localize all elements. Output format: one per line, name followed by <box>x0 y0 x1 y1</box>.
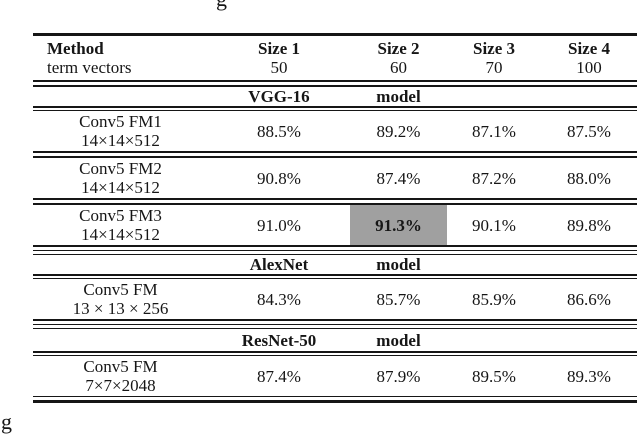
value-cell: 90.1% <box>472 215 516 235</box>
spacer-cell <box>447 255 541 274</box>
header-method-cell: Method term vectors <box>33 36 208 80</box>
method-dims: 7×7×2048 <box>85 376 156 395</box>
value-cell: 90.8% <box>257 168 301 188</box>
value-cell: 87.5% <box>567 121 611 141</box>
section-model-word: model <box>376 255 421 274</box>
section-model-name: ResNet-50 <box>241 330 317 350</box>
row-divider-rule <box>33 151 637 158</box>
header-size1-value: 50 <box>270 58 288 77</box>
section-title-vgg16: VGG-16 model <box>33 87 637 106</box>
header-size1-label: Size 1 <box>257 39 301 58</box>
spacer-cell <box>33 255 208 274</box>
table-row-vgg-fm2: Conv5 FM2 14×14×512 90.8% 87.4% 87.2% 88… <box>33 158 637 198</box>
spacer-cell <box>447 329 541 351</box>
spacer-cell <box>447 87 541 106</box>
value-cell: 88.5% <box>257 121 301 141</box>
method-name: Conv5 FM1 <box>79 112 162 131</box>
section-end-rule-2 <box>33 328 637 329</box>
value-cell: 89.2% <box>376 121 421 141</box>
value-cell: 86.6% <box>567 289 611 309</box>
value-cell: 85.9% <box>472 289 516 309</box>
header-bottom-rule <box>33 80 637 87</box>
method-cell: Conv5 FM 13 × 13 × 256 <box>33 279 208 319</box>
cropped-text-fragment-bottom: g <box>1 409 12 434</box>
spacer-cell <box>541 87 637 106</box>
row-divider-rule <box>33 198 637 205</box>
header-size2-cell: Size 2 60 <box>350 36 447 80</box>
spacer-cell <box>33 87 208 106</box>
spacer-cell <box>541 255 637 274</box>
section-title-rule <box>33 106 637 111</box>
section-title-alexnet: AlexNet model <box>33 255 637 274</box>
method-cell: Conv5 FM2 14×14×512 <box>33 158 208 198</box>
results-table: Method term vectors Size 1 50 Size 2 60 … <box>33 33 637 403</box>
header-size2-label: Size 2 <box>377 39 420 58</box>
section-end-rule <box>33 245 637 251</box>
header-size3-cell: Size 3 70 <box>447 36 541 80</box>
value-cell: 84.3% <box>257 289 301 309</box>
value-cell: 87.2% <box>472 168 516 188</box>
value-cell: 91.0% <box>257 215 301 235</box>
value-cell: 88.0% <box>567 168 611 188</box>
section-model-name: AlexNet <box>249 255 309 274</box>
header-size4-value: 100 <box>576 58 602 77</box>
value-cell: 87.4% <box>257 366 301 386</box>
header-size2-value: 60 <box>390 58 407 77</box>
section-model-word: model <box>376 330 421 350</box>
section-title-resnet50: ResNet-50 model <box>33 329 637 351</box>
value-cell: 87.1% <box>472 121 516 141</box>
table-bottom-rule <box>33 396 637 403</box>
highlighted-best-value-cell: 91.3% <box>350 205 447 245</box>
section-end-rule <box>33 319 637 325</box>
method-dims: 14×14×512 <box>81 225 160 244</box>
method-cell: Conv5 FM1 14×14×512 <box>33 111 208 151</box>
value-cell: 87.4% <box>376 168 421 188</box>
value-cell: 87.9% <box>376 366 421 386</box>
method-name: Conv5 FM3 <box>79 206 162 225</box>
method-dims: 14×14×512 <box>81 131 160 150</box>
method-cell: Conv5 FM3 14×14×512 <box>33 205 208 245</box>
method-name: Conv5 FM2 <box>79 159 162 178</box>
header-size3-label: Size 3 <box>472 39 516 58</box>
method-name: Conv5 FM <box>83 280 158 299</box>
header-size4-label: Size 4 <box>567 39 611 58</box>
method-dims: 13 × 13 × 256 <box>72 299 169 318</box>
value-cell: 89.5% <box>472 366 516 386</box>
value-cell: 89.3% <box>567 366 611 386</box>
section-title-rule <box>33 274 637 279</box>
method-name: Conv5 FM <box>83 357 158 376</box>
table-top-rule <box>33 33 637 36</box>
header-size3-value: 70 <box>485 58 503 77</box>
table-row-vgg-fm1: Conv5 FM1 14×14×512 88.5% 89.2% 87.1% 87… <box>33 111 637 151</box>
section-model-word: model <box>376 87 421 106</box>
section-end-rule-2 <box>33 254 637 255</box>
section-title-rule <box>33 351 637 356</box>
table-header-row: Method term vectors Size 1 50 Size 2 60 … <box>33 36 637 80</box>
table-row-vgg-fm3: Conv5 FM3 14×14×512 91.0% 91.3% 90.1% 89… <box>33 205 637 245</box>
value-cell: 85.7% <box>376 289 421 309</box>
table-row-resnet-fm: Conv5 FM 7×7×2048 87.4% 87.9% 89.5% 89.3… <box>33 356 637 396</box>
header-size1-cell: Size 1 50 <box>208 36 350 80</box>
header-method-label: Method <box>47 39 104 58</box>
method-dims: 14×14×512 <box>81 178 160 197</box>
spacer-cell <box>541 329 637 351</box>
header-term-vectors-label: term vectors <box>47 58 132 77</box>
table-row-alexnet-fm: Conv5 FM 13 × 13 × 256 84.3% 85.7% 85.9%… <box>33 279 637 319</box>
cropped-text-fragment-top: g <box>216 0 227 12</box>
spacer-cell <box>33 329 208 351</box>
header-size4-cell: Size 4 100 <box>541 36 637 80</box>
section-model-name: VGG-16 <box>248 87 310 106</box>
method-cell: Conv5 FM 7×7×2048 <box>33 356 208 396</box>
value-cell: 89.8% <box>567 215 611 235</box>
